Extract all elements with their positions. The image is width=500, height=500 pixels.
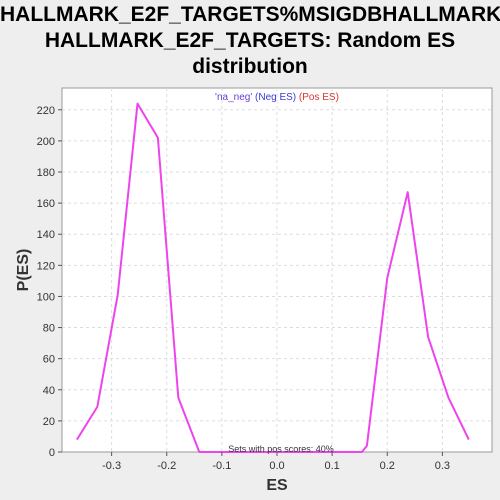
x-ticks: -0.3 -0.2 -0.1 0.0 0.1 0.2 0.3 [102, 452, 450, 472]
y-tick-label: 160 [37, 198, 55, 210]
x-tick-label: 0.2 [380, 460, 395, 472]
legend-item-neg: (Neg ES) [255, 92, 296, 103]
x-tick-label: -0.3 [102, 460, 121, 472]
y-axis-label: P(ES) [15, 249, 32, 292]
x-tick-label: 0.1 [324, 460, 339, 472]
y-tick-label: 20 [43, 416, 55, 428]
series-line [76, 102, 470, 453]
y-tick-label: 180 [37, 167, 55, 179]
chart-title-line-1: HALLMARK_E2F_TARGETS%MSIGDBHALLMARK% [0, 3, 500, 26]
legend-item-name: 'na_neg' [215, 92, 252, 103]
series-layer [76, 102, 470, 453]
x-tick-label: -0.1 [212, 460, 231, 472]
x-tick-label: -0.2 [157, 460, 176, 472]
legend-item-pos: (Pos ES) [299, 92, 339, 103]
y-tick-label: 40 [43, 385, 55, 397]
y-tick-label: 120 [37, 260, 55, 272]
legend: 'na_neg' (Neg ES) (Pos ES) [215, 92, 339, 103]
y-tick-label: 200 [37, 136, 55, 148]
x-tick-label: 0.0 [269, 460, 284, 472]
pos-scores-annotation: Sets with pos scores: 40% [228, 444, 334, 454]
grid-lines [62, 88, 492, 452]
y-tick-label: 80 [43, 323, 55, 335]
x-axis-label: ES [266, 477, 288, 494]
x-tick-label: 0.3 [435, 460, 450, 472]
y-tick-label: 140 [37, 229, 55, 241]
chart-title-line-3: distribution [192, 55, 308, 78]
chart-title-line-2: HALLMARK_E2F_TARGETS: Random ES [44, 29, 456, 52]
y-tick-label: 220 [37, 105, 55, 117]
y-tick-label: 60 [43, 354, 55, 366]
chart-title: HALLMARK_E2F_TARGETS%MSIGDBHALLMARK% HAL… [0, 2, 500, 80]
y-ticks: 0 20 40 60 80 100 120 140 160 180 200 220 [37, 105, 62, 459]
y-tick-label: 0 [49, 447, 55, 459]
y-tick-label: 100 [37, 291, 55, 303]
